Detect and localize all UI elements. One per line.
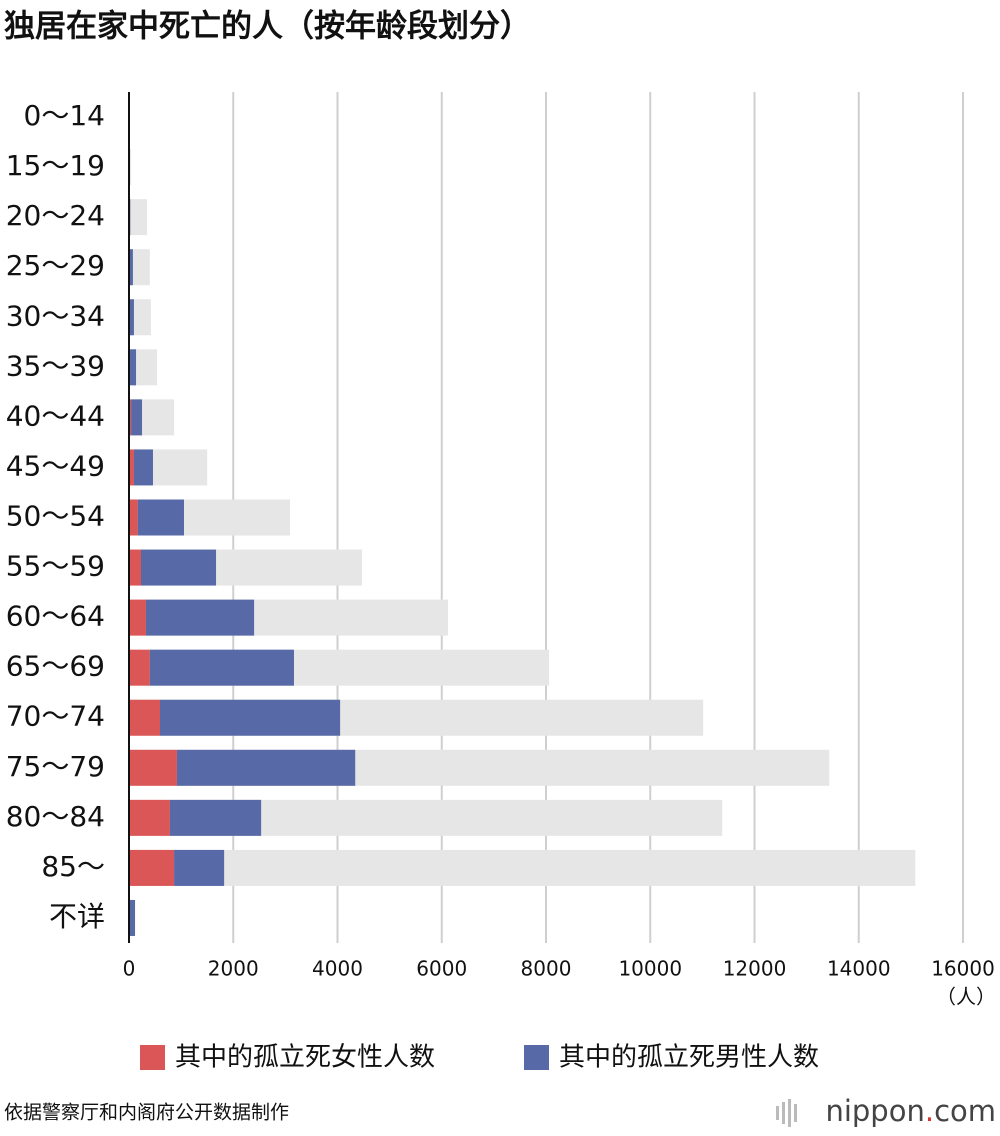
- bar-total: [129, 149, 132, 186]
- bar-segment: [169, 799, 262, 836]
- bar-segment: [129, 549, 141, 586]
- bar-segment: [129, 399, 132, 436]
- bar-segment: [174, 849, 225, 886]
- legend-label: 其中的孤立死男性人数: [559, 1043, 819, 1073]
- y-tick-label: 不详: [49, 900, 105, 933]
- source: 依据警察厅和内阁府公开数据制作: [4, 1102, 289, 1124]
- y-tick-label: 80～84: [6, 800, 105, 833]
- bar-segment: [129, 449, 134, 486]
- bar-segment: [129, 699, 161, 736]
- y-tick-label: 0～14: [24, 99, 105, 132]
- bar-segment: [133, 449, 153, 486]
- y-tick-label: 20～24: [6, 199, 105, 232]
- bar-segment: [129, 499, 138, 536]
- x-tick-label: 12000: [723, 957, 787, 981]
- brand-name: nippon: [825, 1094, 924, 1128]
- chart-title: 独居在家中死亡的人（按年龄段划分）: [4, 9, 531, 45]
- x-tick-label: 10000: [618, 957, 682, 981]
- bar-segment: [176, 749, 356, 786]
- bar-segment: [129, 649, 150, 686]
- y-tick-label: 60～64: [6, 600, 105, 633]
- bar-total: [129, 199, 147, 236]
- x-axis-unit: （人）: [936, 985, 996, 1009]
- y-tick-label: 45～49: [6, 449, 105, 482]
- y-tick-label: 35～39: [6, 349, 105, 382]
- y-tick-label: 70～74: [6, 700, 105, 733]
- y-tick-label: 85～: [41, 850, 105, 883]
- x-tick-label: 6000: [416, 957, 467, 981]
- bar-segment: [129, 849, 175, 886]
- bar-segment: [140, 549, 217, 586]
- y-tick-label: 30～34: [6, 299, 105, 332]
- x-tick-label: 8000: [521, 957, 572, 981]
- legend-label: 其中的孤立死女性人数: [175, 1043, 435, 1073]
- y-tick-label: 25～29: [6, 249, 105, 282]
- x-tick-label: 4000: [312, 957, 363, 981]
- brand-tld: com: [934, 1094, 996, 1128]
- brand-icon: [776, 1099, 797, 1127]
- bar-segment: [129, 599, 146, 636]
- bar-segment: [129, 799, 170, 836]
- bar-segment: [137, 499, 184, 536]
- y-tick-label: 55～59: [6, 550, 105, 583]
- bar-segment: [129, 299, 134, 336]
- y-tick-label: 50～54: [6, 500, 105, 533]
- y-tick-label: 15～19: [6, 149, 105, 182]
- legend-swatch: [524, 1045, 549, 1070]
- legend-swatch: [140, 1045, 165, 1070]
- x-tick-label: 16000: [931, 957, 995, 981]
- bar-total: [129, 249, 150, 286]
- bar-segment: [129, 249, 133, 286]
- bar-segment: [130, 349, 137, 386]
- bar-total: [129, 299, 151, 336]
- bar-segment: [129, 749, 177, 786]
- y-tick-label: 65～69: [6, 650, 105, 683]
- bar-segment: [129, 899, 135, 936]
- bar-segment: [160, 699, 341, 736]
- bar-segment: [131, 399, 143, 436]
- x-tick-label: 2000: [208, 957, 259, 981]
- bar-total: [129, 849, 916, 886]
- brand: nippon.com: [825, 1094, 996, 1128]
- y-tick-label: 75～79: [6, 750, 105, 783]
- x-tick-label: 14000: [827, 957, 891, 981]
- x-tick-label: 0: [123, 957, 136, 981]
- y-tick-label: 40～44: [6, 399, 105, 432]
- bar-segment: [145, 599, 255, 636]
- bar-segment: [149, 649, 294, 686]
- brand-dot: .: [925, 1094, 934, 1128]
